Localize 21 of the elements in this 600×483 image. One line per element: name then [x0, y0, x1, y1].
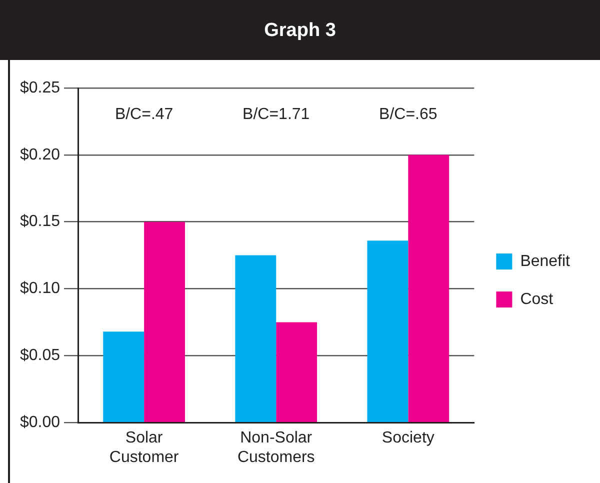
bar: [408, 154, 450, 422]
y-tick-label: $0.20: [20, 146, 60, 164]
annotation: B/C=.65: [379, 106, 438, 124]
legend-label: Benefit: [520, 252, 571, 270]
y-tick-label: $0.00: [20, 414, 60, 432]
x-tick-label: Non-Solar Customers: [237, 430, 315, 466]
y-tick-label: $0.10: [20, 280, 60, 298]
annotation: B/C=.47: [114, 106, 174, 124]
x-tick-label: Society: [382, 430, 434, 447]
bar: [144, 222, 185, 422]
bar: [235, 255, 276, 422]
legend-label: Cost: [520, 290, 554, 308]
y-tick-label: $0.05: [20, 347, 60, 364]
y-tick-label: $0.25: [20, 79, 60, 96]
x-tick-label: Solar Customer: [109, 430, 180, 466]
chart-title: Graph 3: [0, 0, 600, 60]
bar: [103, 332, 144, 422]
annotation: B/C=1.71: [242, 106, 310, 124]
y-tick-label: $0.15: [20, 213, 60, 230]
bar: [276, 322, 318, 422]
bar: [367, 240, 408, 422]
